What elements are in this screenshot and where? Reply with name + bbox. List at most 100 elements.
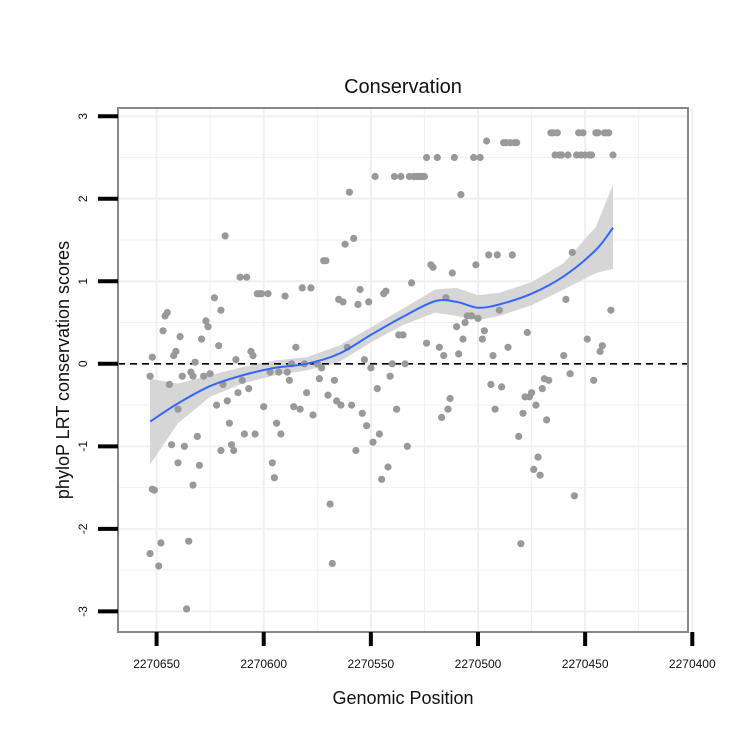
data-point	[234, 389, 242, 397]
x-tick-label: 2270550	[347, 657, 394, 671]
data-point	[232, 356, 240, 364]
data-point	[596, 347, 604, 355]
y-tick-label: -1	[76, 441, 90, 452]
y-tick-label: -2	[76, 523, 90, 534]
data-point	[498, 383, 506, 391]
data-point	[480, 327, 488, 335]
y-tick-label: 2	[76, 195, 90, 202]
data-point	[195, 461, 203, 469]
data-point	[202, 317, 210, 325]
data-point	[292, 343, 300, 351]
data-point	[191, 358, 199, 366]
data-point	[607, 306, 615, 314]
data-point	[348, 401, 356, 409]
data-point	[185, 537, 193, 545]
data-point	[513, 139, 521, 147]
data-point	[429, 263, 437, 271]
data-point	[609, 151, 617, 159]
data-point	[204, 323, 212, 331]
x-tick-label: 2270450	[562, 657, 609, 671]
confidence-band-group	[150, 184, 613, 465]
smooth-line	[149, 227, 614, 423]
data-point	[545, 376, 553, 384]
data-point	[322, 257, 330, 265]
data-point	[303, 389, 311, 397]
data-point	[363, 422, 371, 430]
data-point	[562, 295, 570, 303]
data-point	[478, 335, 486, 343]
data-point	[384, 463, 392, 471]
data-point	[238, 376, 246, 384]
data-point	[339, 298, 347, 306]
data-point	[217, 306, 225, 314]
data-point	[393, 405, 401, 413]
data-point	[341, 240, 349, 248]
data-point	[590, 376, 598, 384]
data-point	[157, 539, 165, 547]
data-point	[583, 335, 591, 343]
x-axis: 2270650 2270600 2270550 2270500 2270450 22704…	[133, 632, 716, 671]
data-point	[515, 432, 523, 440]
data-point	[538, 385, 546, 393]
data-point	[423, 339, 431, 347]
data-point	[296, 405, 304, 413]
data-point	[408, 279, 416, 287]
data-point	[453, 323, 461, 331]
data-point	[318, 364, 326, 372]
data-point	[206, 370, 214, 378]
data-point	[217, 446, 225, 455]
data-point	[470, 153, 478, 162]
data-point	[444, 405, 452, 413]
data-point	[605, 129, 613, 137]
data-point	[230, 446, 238, 455]
data-point	[579, 129, 587, 137]
data-point	[165, 380, 173, 388]
confidence-band	[150, 184, 613, 465]
data-point	[260, 403, 268, 411]
data-point	[275, 368, 283, 376]
data-point	[290, 403, 298, 411]
data-point	[493, 251, 501, 259]
data-point	[180, 442, 188, 450]
data-point	[221, 232, 229, 240]
data-point	[174, 459, 182, 467]
x-tick-label: 2270500	[455, 657, 502, 671]
data-point	[440, 352, 448, 360]
data-point	[307, 284, 315, 292]
data-point	[358, 409, 366, 417]
data-point	[399, 331, 407, 339]
data-point	[277, 430, 285, 438]
data-point	[457, 191, 465, 199]
data-point	[146, 550, 154, 558]
data-point	[258, 290, 266, 298]
data-point	[558, 151, 566, 159]
y-tick-label: 1	[76, 278, 90, 285]
data-point	[448, 269, 456, 277]
data-point	[360, 356, 368, 364]
data-point	[433, 153, 441, 162]
data-point	[225, 419, 233, 427]
data-point	[369, 438, 377, 446]
data-point	[155, 562, 163, 570]
x-axis-title: Genomic Position	[332, 688, 473, 708]
data-point	[285, 376, 293, 384]
data-point	[326, 500, 334, 508]
data-point	[536, 471, 544, 479]
data-point	[459, 335, 467, 343]
data-point	[150, 486, 158, 494]
data-point	[483, 137, 491, 145]
data-point	[553, 129, 561, 137]
data-point	[570, 492, 579, 500]
data-point	[345, 188, 353, 196]
data-point	[390, 172, 398, 181]
data-point	[423, 153, 431, 162]
data-point	[198, 335, 206, 343]
data-point	[223, 397, 231, 405]
data-point	[371, 172, 379, 181]
data-point	[315, 375, 323, 383]
data-point	[560, 352, 568, 360]
data-point	[495, 306, 503, 314]
x-tick-label: 2270600	[240, 657, 287, 671]
data-point	[446, 394, 454, 403]
